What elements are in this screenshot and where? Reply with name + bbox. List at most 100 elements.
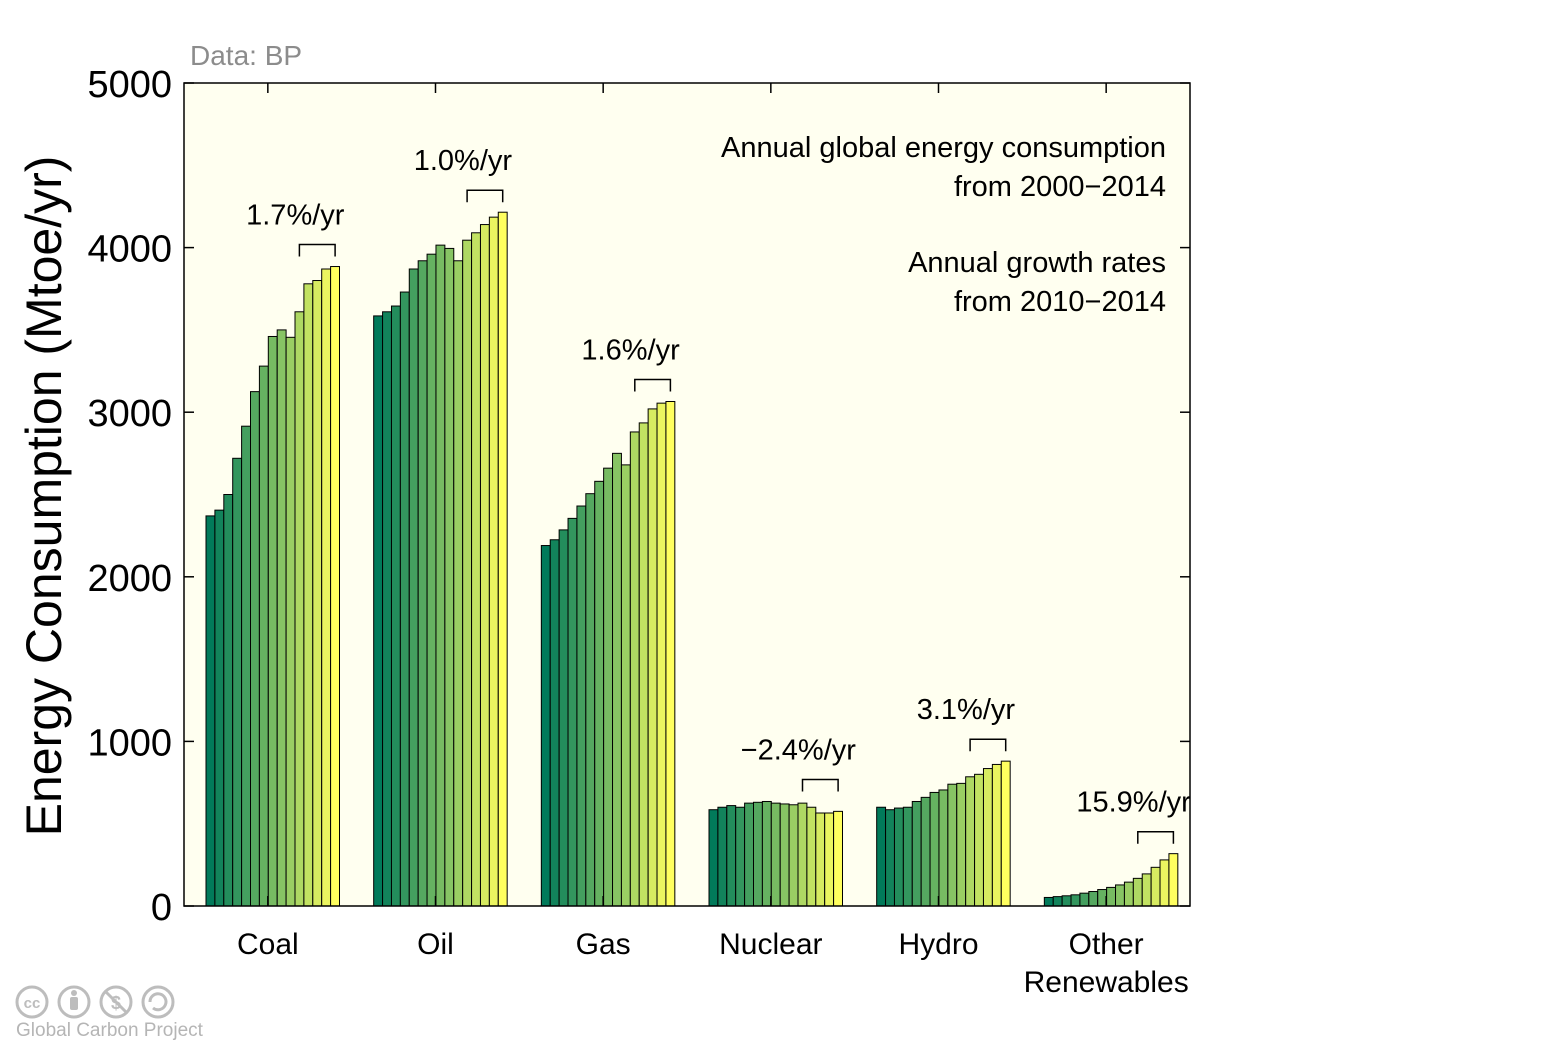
bar-2-2003 <box>567 517 578 907</box>
bar-2-2013 <box>656 402 667 907</box>
growth-rate-label-4: 3.1%/yr <box>917 694 1016 726</box>
growth-rate-label-2: 1.6%/yr <box>581 335 680 367</box>
bar-3-2008 <box>779 803 790 907</box>
bar-5-2012 <box>1150 866 1161 907</box>
x-tick-label-5: Other Renewables <box>1024 928 1189 999</box>
bar-3-2011 <box>806 806 817 907</box>
bar-0-2008 <box>276 329 287 907</box>
bar-3-2013 <box>824 812 835 907</box>
bar-0-2012 <box>312 280 323 907</box>
growth-bracket-0 <box>298 243 336 257</box>
annotation-line-1: from 2000−2014 <box>954 171 1166 203</box>
x-tick-label-0: Coal <box>237 928 299 961</box>
bar-4-2007 <box>938 789 949 907</box>
bar-1-2002 <box>390 305 401 907</box>
bar-0-2014 <box>330 266 341 907</box>
bar-0-2007 <box>267 335 278 907</box>
growth-bracket-2 <box>634 378 672 392</box>
growth-bracket-4 <box>969 738 1007 752</box>
data-source-note: Data: BP <box>190 40 303 71</box>
bar-3-2006 <box>761 800 772 907</box>
bar-3-2009 <box>788 804 799 907</box>
bar-1-2012 <box>479 224 490 907</box>
bar-4-2002 <box>893 807 904 907</box>
bar-4-2012 <box>982 768 993 907</box>
bar-2-2000 <box>540 545 551 907</box>
bar-1-2000 <box>373 315 384 907</box>
bar-2-2014 <box>665 401 676 907</box>
bar-4-2010 <box>965 776 976 907</box>
bar-2-2007 <box>603 467 614 907</box>
x-tick-label-3: Nuclear <box>719 928 822 961</box>
bar-5-2000 <box>1043 896 1054 907</box>
bar-2-2012 <box>647 408 658 907</box>
bar-0-2009 <box>285 336 296 907</box>
creative-commons-icon[interactable]: cc $ <box>14 984 184 1020</box>
growth-brackets-layer: 1.7%/yr 1.0%/yr 1.6%/yr −2.4%/yr 3.1%/yr 15.9… <box>246 145 1191 844</box>
growth-bracket-5 <box>1137 830 1175 844</box>
plot-frame <box>183 82 1191 907</box>
bar-0-2001 <box>214 509 225 907</box>
bar-2-2009 <box>620 464 631 907</box>
bar-0-2004 <box>241 425 252 907</box>
bar-0-2002 <box>223 494 234 907</box>
bar-1-2005 <box>417 260 428 907</box>
x-tick-label-1: Oil <box>417 928 454 961</box>
annotation-line-3: from 2010−2014 <box>954 286 1166 318</box>
bar-1-2006 <box>426 253 437 907</box>
bar-2-2002 <box>558 529 569 907</box>
bar-1-2007 <box>435 244 446 907</box>
bar-1-2008 <box>444 247 455 907</box>
bar-3-2012 <box>815 812 826 907</box>
bar-5-2007 <box>1106 886 1117 907</box>
growth-rate-label-0: 1.7%/yr <box>246 200 345 232</box>
y-tick-label-0: 0 <box>151 887 172 929</box>
bar-5-2003 <box>1070 894 1081 907</box>
bar-4-2000 <box>876 806 887 907</box>
bar-4-2001 <box>885 809 895 907</box>
x-tick-label-4: Hydro <box>898 928 978 961</box>
bar-2-2005 <box>585 493 596 907</box>
bar-0-2011 <box>303 283 314 907</box>
axes-layer <box>183 82 1191 907</box>
bar-3-2010 <box>797 802 808 907</box>
bar-0-2006 <box>258 365 269 907</box>
bar-3-2003 <box>735 806 746 907</box>
bar-3-2004 <box>744 802 754 907</box>
bar-3-2001 <box>717 806 728 907</box>
bar-5-2013 <box>1159 859 1170 907</box>
bar-5-2005 <box>1088 891 1099 907</box>
labels-layer: Coal Oil Gas Nuclear Hydro Other Renewables 0 10… <box>87 64 1188 999</box>
bar-2-2006 <box>594 480 605 907</box>
bar-1-2011 <box>471 232 481 907</box>
y-tick-label-4: 4000 <box>87 229 172 271</box>
bar-3-2002 <box>726 805 737 907</box>
bar-4-2003 <box>902 806 913 907</box>
bar-4-2014 <box>1000 760 1011 907</box>
bar-4-2011 <box>974 773 984 907</box>
bar-2-2001 <box>549 539 560 907</box>
bar-0-2013 <box>321 268 332 907</box>
y-tick-label-1: 1000 <box>87 722 172 764</box>
bar-5-2006 <box>1097 889 1108 907</box>
bar-4-2005 <box>920 796 931 907</box>
bar-2-2010 <box>629 431 640 907</box>
growth-rate-label-1: 1.0%/yr <box>414 145 513 177</box>
bar-5-2004 <box>1079 892 1090 907</box>
bar-5-2001 <box>1052 896 1063 907</box>
bar-2-2004 <box>576 505 587 907</box>
bar-4-2008 <box>947 783 958 907</box>
bar-5-2014 <box>1168 853 1179 907</box>
bar-4-2004 <box>911 800 922 907</box>
bar-4-2013 <box>991 763 1002 907</box>
bar-0-2000 <box>205 515 216 907</box>
growth-bracket-3 <box>801 778 839 792</box>
growth-rate-label-3: −2.4%/yr <box>741 735 857 767</box>
bar-0-2003 <box>232 457 243 907</box>
bar-1-2004 <box>408 268 419 907</box>
y-tick-label-2: 2000 <box>87 558 172 600</box>
bar-1-2009 <box>453 260 464 907</box>
y-axis-title: Energy Consumption (Mtoe/yr) <box>16 155 72 837</box>
plot-background <box>184 83 1190 906</box>
